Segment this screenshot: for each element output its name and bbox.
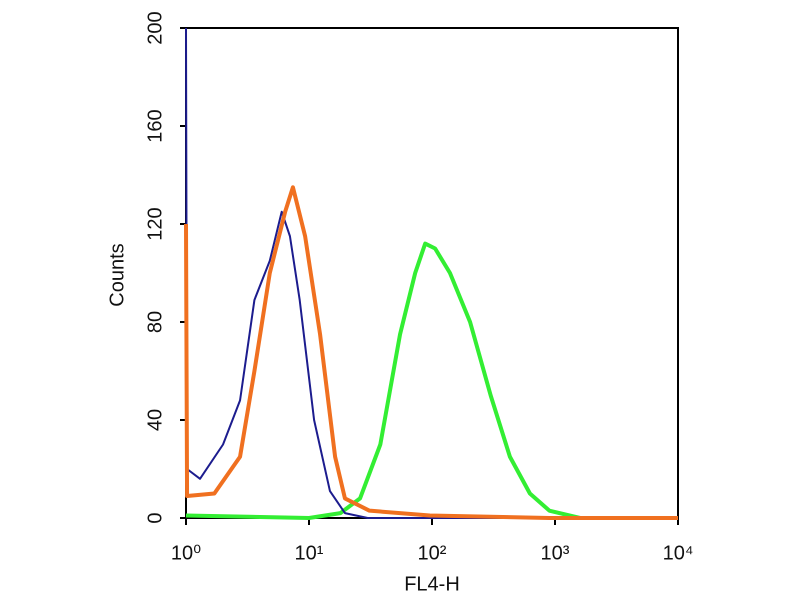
y-tick-label: 120 <box>144 207 166 240</box>
y-tick-label: 160 <box>144 109 166 142</box>
x-tick-label: 10⁴ <box>663 542 694 564</box>
y-tick-label: 0 <box>144 512 166 523</box>
histogram-line <box>184 185 678 520</box>
y-axis-label: Counts <box>106 243 128 306</box>
x-tick-label: 10³ <box>541 542 570 564</box>
y-tick-label: 80 <box>144 311 166 333</box>
y-tick-label: 40 <box>144 409 166 431</box>
histogram-line <box>185 27 678 519</box>
x-tick-label: 10⁰ <box>171 542 201 564</box>
x-axis-label: FL4-H <box>404 573 460 595</box>
x-tick-label: 10¹ <box>295 542 324 564</box>
x-tick-label: 10² <box>418 542 447 564</box>
y-tick-label: 200 <box>144 11 166 44</box>
plot-frame <box>185 27 679 519</box>
